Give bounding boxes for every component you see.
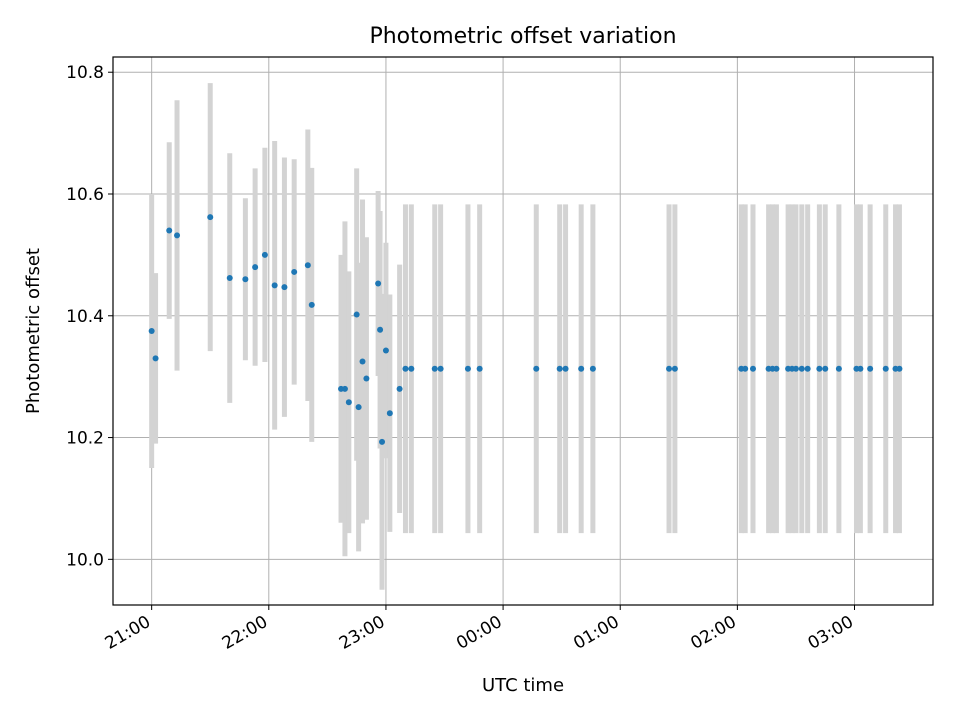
data-point (896, 365, 903, 372)
data-point (742, 365, 749, 372)
data-point (379, 438, 386, 445)
data-point (363, 375, 370, 382)
data-point (291, 268, 298, 275)
data-point (804, 365, 811, 372)
data-point (816, 365, 823, 372)
data-point (345, 399, 352, 406)
y-tick-label: 10.6 (66, 185, 104, 205)
data-point (396, 385, 403, 392)
data-point (341, 385, 348, 392)
data-point (353, 311, 360, 318)
y-tick-label: 10.8 (66, 63, 104, 83)
data-point (408, 365, 415, 372)
data-point (207, 214, 214, 221)
data-point (152, 355, 159, 362)
data-point (242, 276, 249, 283)
data-point (226, 275, 233, 282)
data-point (533, 365, 540, 372)
data-point (792, 365, 799, 372)
data-point (375, 280, 382, 287)
data-point (666, 365, 673, 372)
data-point (464, 365, 471, 372)
data-point (431, 365, 438, 372)
data-point (304, 262, 311, 269)
data-point (281, 284, 288, 291)
data-point (355, 404, 362, 411)
data-point (822, 365, 829, 372)
data-point (252, 264, 259, 271)
data-point (402, 365, 409, 372)
y-tick-label: 10.2 (66, 429, 104, 449)
data-point (271, 282, 278, 289)
data-point (386, 410, 393, 417)
data-point (835, 365, 842, 372)
chart-title: Photometric offset variation (369, 24, 676, 49)
data-point (882, 365, 889, 372)
y-tick-label: 10.0 (66, 550, 104, 570)
data-point (382, 347, 389, 354)
data-point (261, 251, 268, 258)
y-axis-label: Photometric offset (23, 248, 44, 414)
data-point (174, 232, 181, 239)
data-point (798, 365, 805, 372)
data-point (671, 365, 678, 372)
data-point (556, 365, 563, 372)
data-point (148, 328, 155, 334)
data-point (589, 365, 596, 372)
data-point (476, 365, 483, 372)
data-point (359, 358, 366, 365)
data-point (867, 365, 874, 372)
data-point (562, 365, 569, 372)
data-point (749, 365, 756, 372)
data-point (308, 301, 315, 308)
data-points (148, 214, 903, 445)
y-tick-label: 10.4 (66, 307, 104, 327)
data-point (857, 365, 864, 372)
data-point (437, 365, 444, 372)
y-axis-ticks: 10.0 10.2 10.4 10.6 10.8 (66, 63, 113, 570)
plot-frame (112, 56, 934, 606)
data-point (578, 365, 585, 372)
data-point (377, 326, 384, 333)
data-point (166, 227, 173, 234)
data-point (773, 365, 780, 372)
x-axis-label: UTC time (482, 675, 564, 696)
